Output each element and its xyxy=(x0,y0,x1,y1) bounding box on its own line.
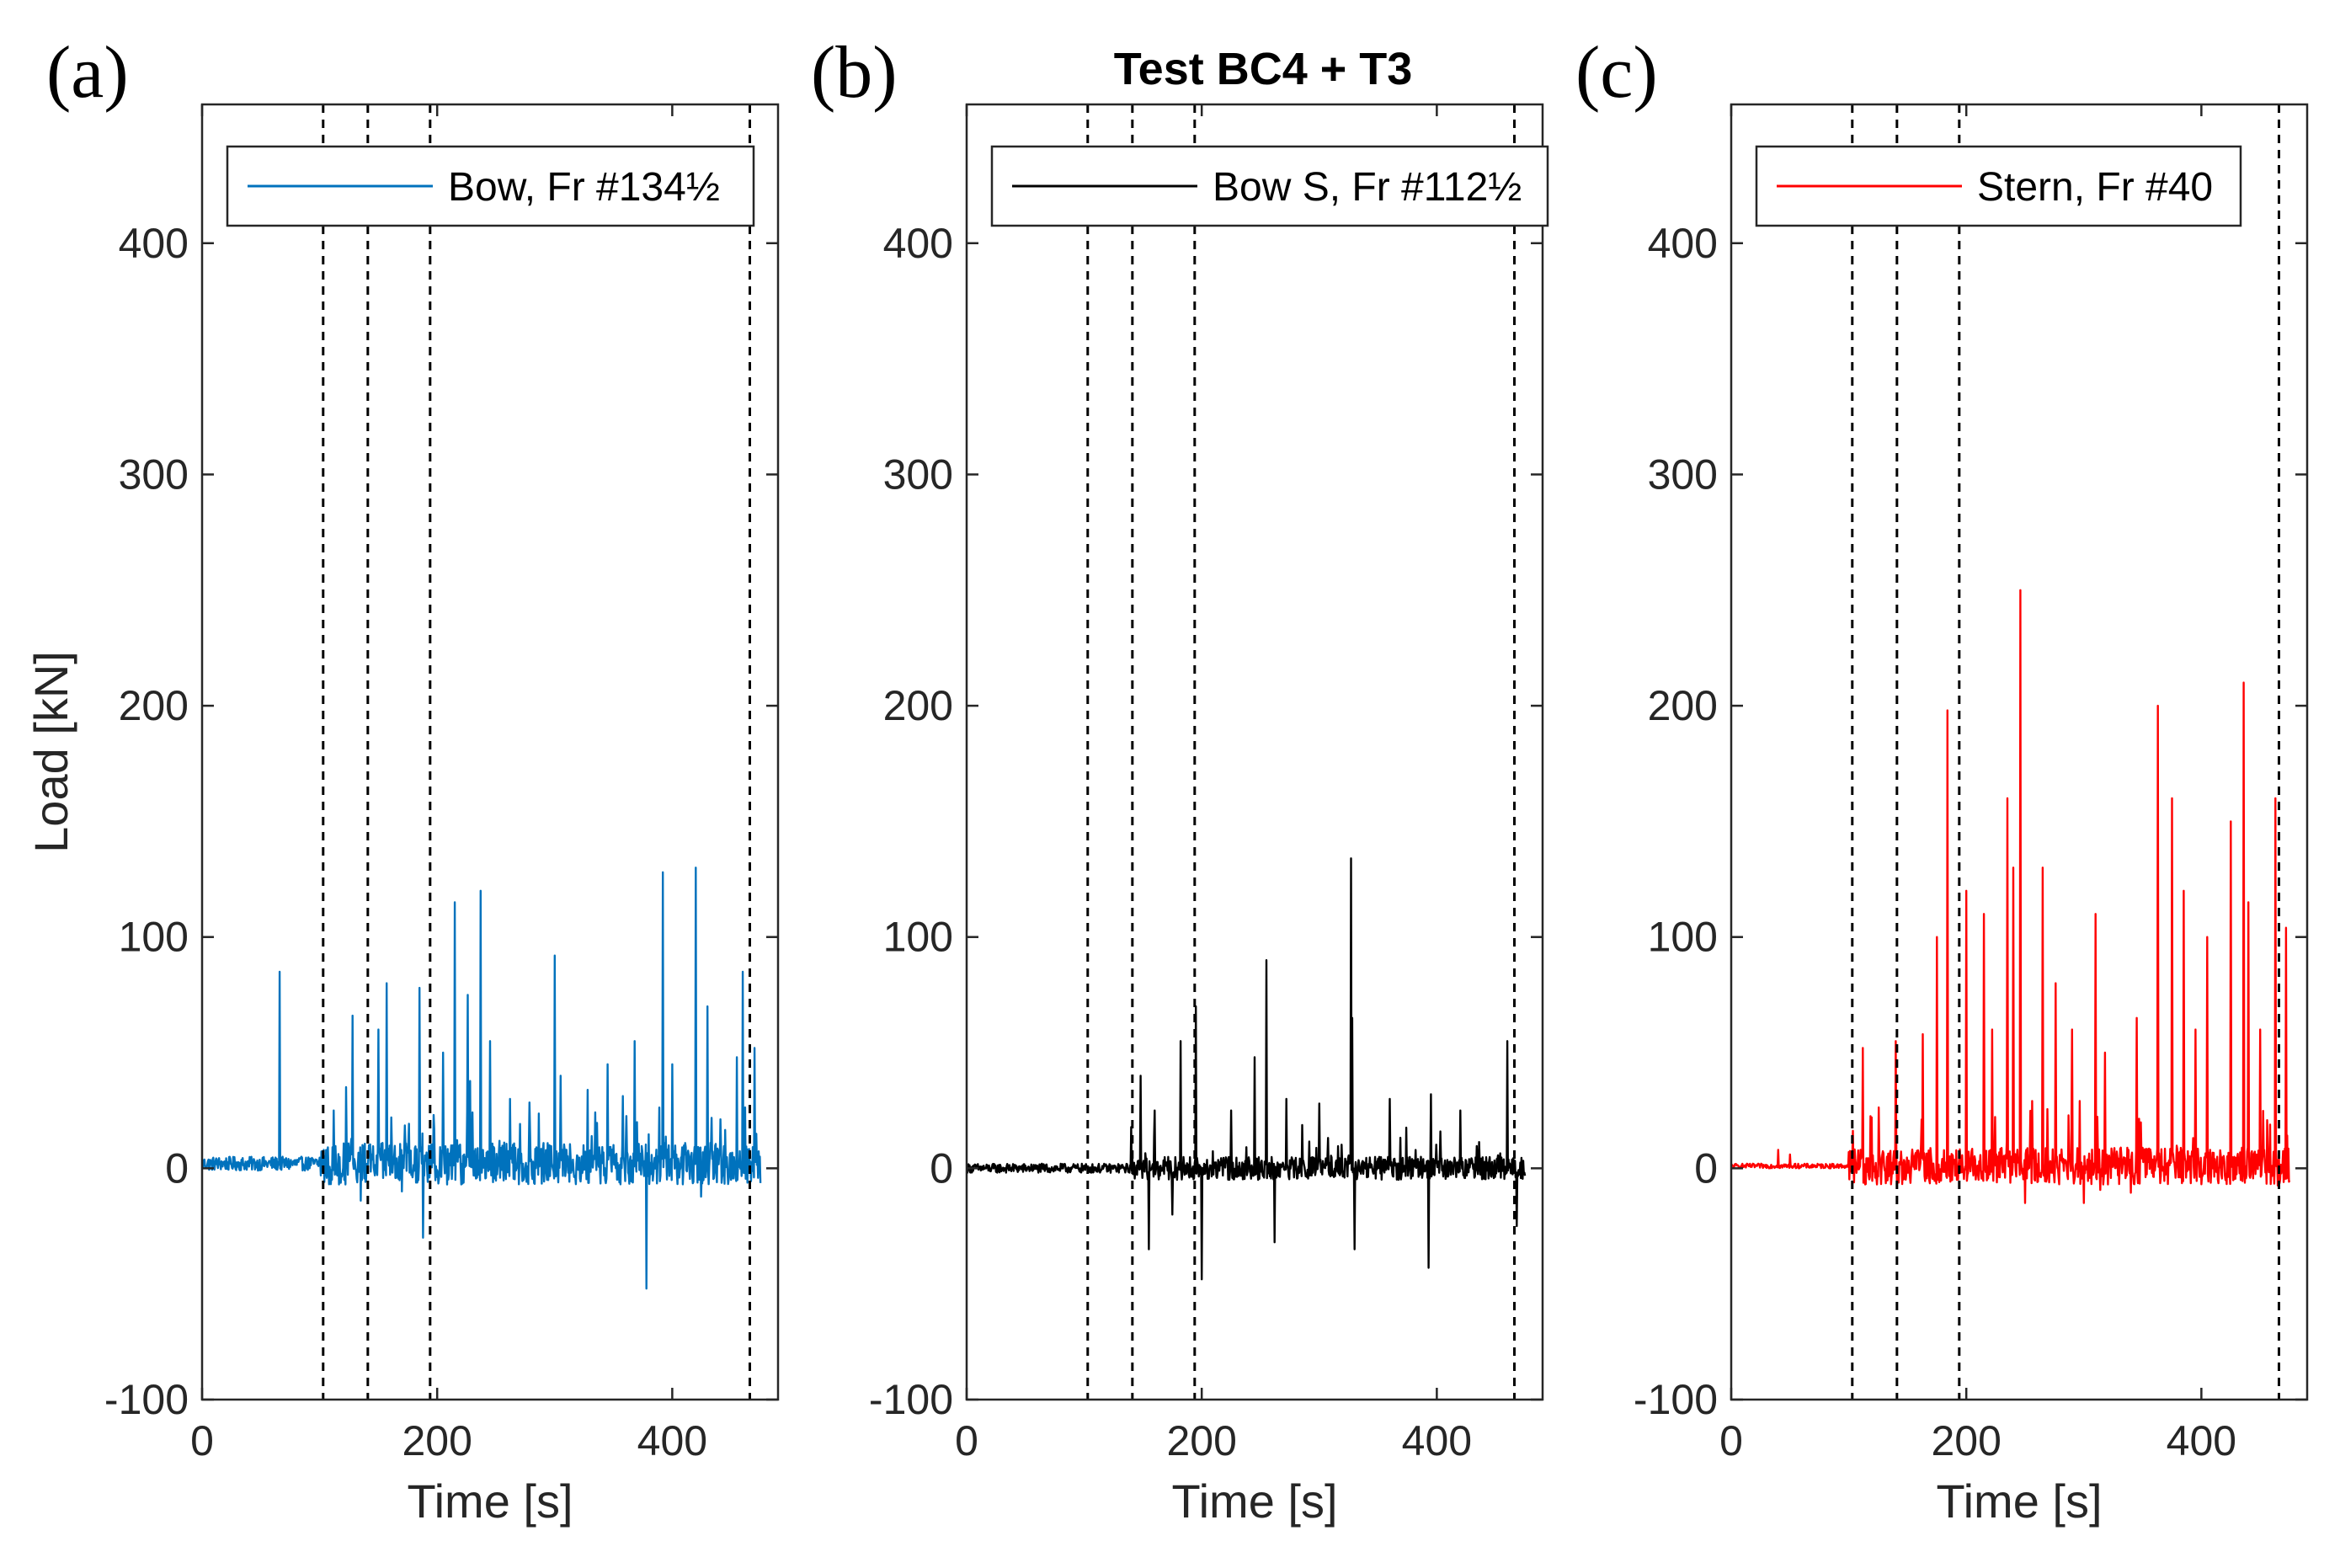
panel-letter: (b) xyxy=(811,32,898,114)
y-tick-label: 400 xyxy=(1648,220,1718,267)
axes-box xyxy=(1730,103,2309,1401)
series-line-1 xyxy=(1731,589,2291,1204)
y-tick-label: -100 xyxy=(869,1376,953,1423)
x-tick-label: 0 xyxy=(1719,1417,1743,1464)
y-tick-label: 100 xyxy=(119,914,189,961)
x-axis-label: Time [s] xyxy=(407,1475,573,1528)
y-tick-label: 200 xyxy=(1648,682,1718,729)
y-axis-label: Load [kN] xyxy=(24,651,77,853)
y-tick-label: 400 xyxy=(119,220,189,267)
y-tick-label: 100 xyxy=(883,914,953,961)
y-tick-label: 200 xyxy=(883,682,953,729)
x-axis-label: Time [s] xyxy=(1171,1475,1337,1528)
axes-box xyxy=(965,103,1544,1401)
x-tick-label: 400 xyxy=(637,1417,707,1464)
panel-letter: (c) xyxy=(1575,32,1658,114)
series-line-1 xyxy=(202,867,762,1290)
y-tick-label: 200 xyxy=(119,682,189,729)
y-tick-label: 0 xyxy=(165,1144,189,1192)
x-tick-label: 200 xyxy=(1931,1417,2001,1464)
y-tick-label: 400 xyxy=(883,220,953,267)
y-tick-label: 0 xyxy=(1694,1144,1718,1192)
x-tick-label: 400 xyxy=(1402,1417,1472,1464)
y-tick-label: 100 xyxy=(1648,914,1718,961)
series-line-1 xyxy=(967,857,1527,1281)
y-tick-label: 0 xyxy=(930,1144,953,1192)
legend-label: Bow S, Fr #112½ xyxy=(1213,165,1522,210)
x-tick-label: 200 xyxy=(402,1417,472,1464)
axes-box xyxy=(200,103,780,1401)
y-tick-label: 300 xyxy=(883,451,953,498)
x-tick-label: 0 xyxy=(190,1417,214,1464)
x-axis-label: Time [s] xyxy=(1936,1475,2102,1528)
legend-label: Bow, Fr #134½ xyxy=(448,165,720,210)
x-tick-label: 200 xyxy=(1166,1417,1236,1464)
x-tick-label: 400 xyxy=(2167,1417,2236,1464)
y-tick-label: 300 xyxy=(119,451,189,498)
legend-label: Stern, Fr #40 xyxy=(1977,165,2213,210)
x-tick-label: 0 xyxy=(955,1417,978,1464)
y-tick-label: -100 xyxy=(104,1376,189,1423)
y-tick-label: 300 xyxy=(1648,451,1718,498)
figure-title: Test BC4 + T3 xyxy=(1114,44,1413,94)
y-tick-label: -100 xyxy=(1634,1376,1718,1423)
panel-letter: (a) xyxy=(46,32,129,114)
